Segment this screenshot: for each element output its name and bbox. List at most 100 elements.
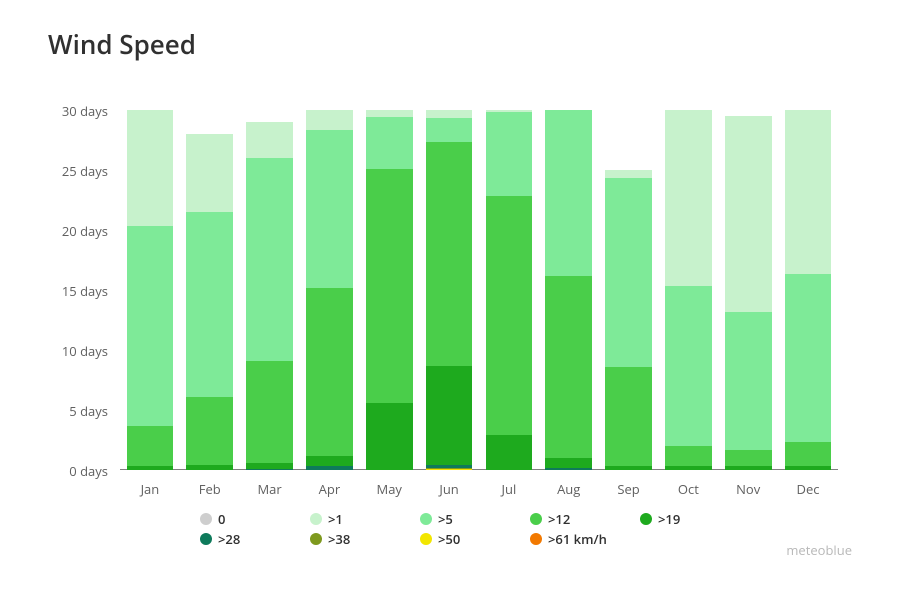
y-tick-label: 15 days (0, 282, 108, 300)
bar-segment-gt12 (605, 367, 652, 467)
legend-label: >50 (438, 530, 460, 548)
bar-column: Apr (299, 110, 359, 470)
legend-label: >61 km/h (548, 530, 607, 548)
x-tick-label: Apr (299, 480, 359, 498)
bar-segment-gt28 (246, 469, 293, 470)
bar-column: May (359, 110, 419, 470)
bar-segment-gt5 (426, 118, 473, 142)
bar-segment-gt1 (186, 134, 233, 212)
bar-segment-gt19 (486, 435, 533, 470)
bar-segment-gt19 (725, 466, 772, 470)
legend-item-zero: 0 (200, 510, 310, 528)
y-tick-label: 5 days (0, 402, 108, 420)
bar-segment-gt19 (785, 466, 832, 470)
legend-swatch (310, 533, 322, 545)
bar-column: Oct (658, 110, 718, 470)
legend-swatch (640, 513, 652, 525)
bar-segment-gt12 (426, 142, 473, 365)
page-title: Wind Speed (48, 26, 196, 62)
x-tick-label: Oct (658, 480, 718, 498)
wind-speed-chart: JanFebMarAprMayJunJulAugSepOctNovDec (120, 110, 838, 470)
legend-label: >5 (438, 510, 453, 528)
bar-segment-gt19 (366, 403, 413, 470)
bar-segment-gt5 (246, 158, 293, 361)
bar-group: JanFebMarAprMayJunJulAugSepOctNovDec (120, 110, 838, 470)
bar-segment-gt1 (665, 110, 712, 286)
legend-swatch (200, 533, 212, 545)
x-tick-label: Dec (778, 480, 838, 498)
y-tick-label: 20 days (0, 222, 108, 240)
bar-column: Jun (419, 110, 479, 470)
x-tick-label: Sep (599, 480, 659, 498)
bar-segment-gt1 (366, 110, 413, 117)
legend-item-gt19: >19 (640, 510, 750, 528)
legend-item-gt5: >5 (420, 510, 530, 528)
bar-segment-gt12 (725, 450, 772, 467)
legend-item-gt1: >1 (310, 510, 420, 528)
legend-swatch (310, 513, 322, 525)
bar-column: Feb (180, 110, 240, 470)
legend-label: >12 (548, 510, 570, 528)
legend-swatch (200, 513, 212, 525)
bar-segment-gt50 (426, 469, 473, 470)
x-tick-label: Feb (180, 480, 240, 498)
bar-segment-gt1 (785, 110, 832, 274)
legend-swatch (530, 533, 542, 545)
bar-segment-gt1 (306, 110, 353, 130)
legend-label: >19 (658, 510, 680, 528)
bar-segment-gt5 (127, 226, 174, 425)
x-tick-label: May (359, 480, 419, 498)
bar-segment-gt5 (665, 286, 712, 446)
x-tick-label: Jul (479, 480, 539, 498)
legend-label: >38 (328, 530, 350, 548)
y-tick-label: 30 days (0, 102, 108, 120)
x-tick-label: Jun (419, 480, 479, 498)
bar-segment-gt19 (186, 465, 233, 470)
attribution: meteoblue (786, 541, 852, 559)
legend-item-gt12: >12 (530, 510, 640, 528)
legend-label: 0 (218, 510, 225, 528)
legend-item-gt28: >28 (200, 530, 310, 548)
bar-segment-gt5 (545, 110, 592, 276)
x-tick-label: Nov (718, 480, 778, 498)
legend: 0 >1 >5 >12 >19 >28 >38 >50 >61 km/h (200, 510, 760, 550)
legend-item-gt38: >38 (310, 530, 420, 548)
bar-segment-gt12 (306, 288, 353, 456)
bar-column: Jan (120, 110, 180, 470)
bar-column: Mar (240, 110, 300, 470)
legend-item-gt50: >50 (420, 530, 530, 548)
bar-segment-gt5 (486, 112, 533, 196)
bar-segment-gt1 (426, 110, 473, 118)
bar-segment-gt19 (545, 458, 592, 468)
bar-segment-gt28 (545, 468, 592, 470)
bar-segment-gt5 (785, 274, 832, 442)
bar-segment-gt12 (665, 446, 712, 466)
bar-segment-gt12 (785, 442, 832, 466)
bar-segment-gt5 (366, 117, 413, 169)
bar-segment-gt28 (306, 466, 353, 470)
bar-segment-gt12 (486, 196, 533, 435)
x-tick-label: Aug (539, 480, 599, 498)
bar-segment-gt19 (665, 466, 712, 470)
x-tick-label: Jan (120, 480, 180, 498)
bar-column: Nov (718, 110, 778, 470)
bar-segment-gt12 (186, 397, 233, 465)
y-tick-label: 10 days (0, 342, 108, 360)
bar-segment-gt5 (725, 312, 772, 450)
legend-item-gt61: >61 km/h (530, 530, 640, 548)
legend-swatch (420, 513, 432, 525)
legend-swatch (420, 533, 432, 545)
bar-segment-gt19 (426, 366, 473, 466)
y-tick-label: 25 days (0, 162, 108, 180)
bar-segment-gt5 (186, 212, 233, 397)
bar-segment-gt12 (545, 276, 592, 458)
legend-swatch (530, 513, 542, 525)
bar-segment-gt19 (605, 466, 652, 470)
bar-segment-gt19 (306, 456, 353, 467)
bar-segment-gt5 (306, 130, 353, 287)
y-tick-label: 0 days (0, 462, 108, 480)
legend-label: >1 (328, 510, 343, 528)
bar-segment-gt1 (725, 116, 772, 312)
bar-segment-gt12 (127, 426, 174, 467)
bar-segment-gt12 (366, 169, 413, 403)
